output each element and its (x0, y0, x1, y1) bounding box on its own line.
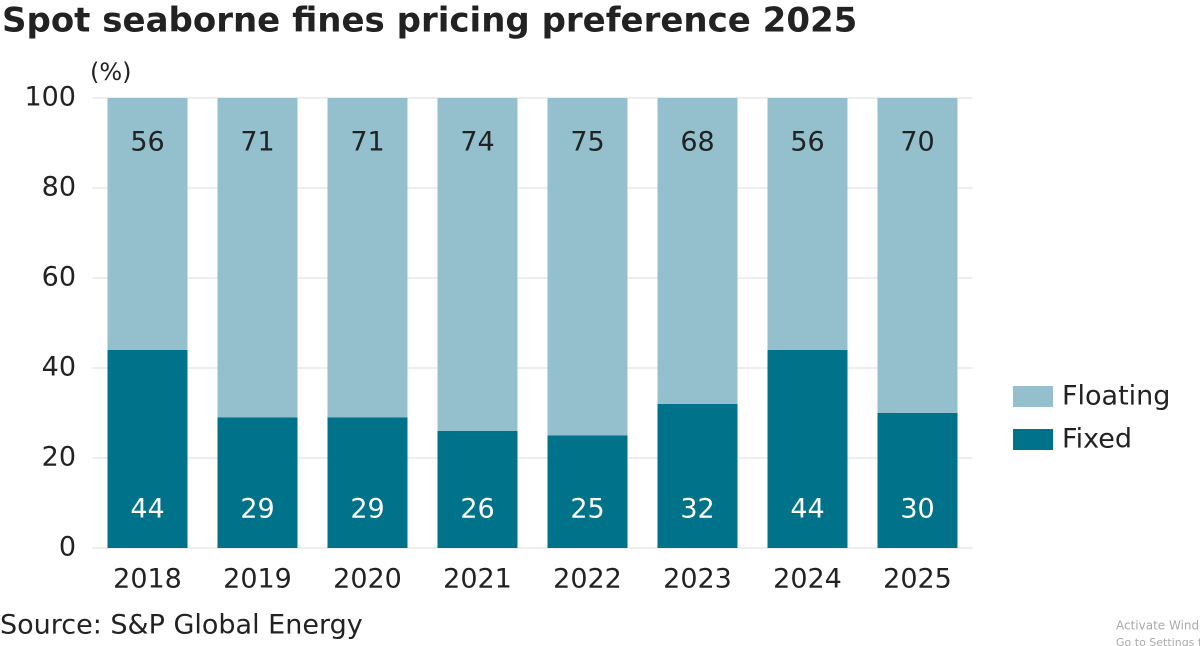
x-tick-label: 2024 (773, 564, 842, 595)
x-tick-label: 2020 (333, 564, 402, 595)
source: Source: S&P Global Energy (0, 610, 363, 641)
y-tick-label: 60 (42, 262, 76, 293)
bar-segment (217, 98, 298, 418)
watermark: Activate Windows (1116, 619, 1200, 633)
legend-label: Fixed (1062, 424, 1132, 455)
value-label: 75 (570, 127, 604, 158)
legend-swatch (1013, 386, 1053, 407)
value-label: 56 (790, 127, 824, 158)
bar-segment (657, 404, 738, 548)
value-label: 71 (350, 127, 384, 158)
bar-segment (327, 417, 408, 548)
bar-segment (547, 435, 628, 548)
y-tick-label: 80 (42, 172, 76, 203)
value-label: 26 (460, 494, 494, 525)
value-label: 25 (570, 494, 604, 525)
bar-segment (107, 98, 188, 350)
legend-swatch (1013, 429, 1053, 450)
x-tick-label: 2019 (223, 564, 292, 595)
x-tick-label: 2025 (883, 564, 952, 595)
y-tick-label: 20 (42, 442, 76, 473)
value-label: 29 (350, 494, 384, 525)
bar-segment (437, 431, 518, 548)
bar-segment (327, 98, 408, 418)
value-label: 74 (460, 127, 494, 158)
value-label: 30 (900, 494, 934, 525)
x-tick-label: 2018 (113, 564, 182, 595)
y-tick-label: 40 (42, 352, 76, 383)
bar-segment (437, 98, 518, 431)
bar-segment (217, 417, 298, 548)
x-tick-label: 2021 (443, 564, 512, 595)
x-tick-label: 2023 (663, 564, 732, 595)
value-label: 32 (680, 494, 714, 525)
value-label: 44 (130, 494, 164, 525)
bar-segment (877, 413, 958, 548)
value-label: 71 (240, 127, 274, 158)
bar-segment (767, 350, 848, 548)
watermark: Go to Settings to activate Windows. (1116, 636, 1200, 646)
bar-segment (657, 98, 738, 404)
bar-segment (107, 350, 188, 548)
x-tick-label: 2022 (553, 564, 622, 595)
bar-segment (547, 98, 628, 436)
y-unit: (%) (90, 58, 132, 86)
value-label: 44 (790, 494, 824, 525)
y-tick-label: 100 (24, 82, 76, 113)
value-label: 70 (900, 127, 934, 158)
value-label: 29 (240, 494, 274, 525)
value-label: 56 (130, 127, 164, 158)
chart-title: Spot seaborne fines pricing preference 2… (2, 1, 857, 41)
bar-segment (767, 98, 848, 350)
bar-segment (877, 98, 958, 413)
value-label: 68 (680, 127, 714, 158)
y-tick-label: 0 (59, 532, 76, 563)
legend-label: Floating (1062, 381, 1170, 412)
